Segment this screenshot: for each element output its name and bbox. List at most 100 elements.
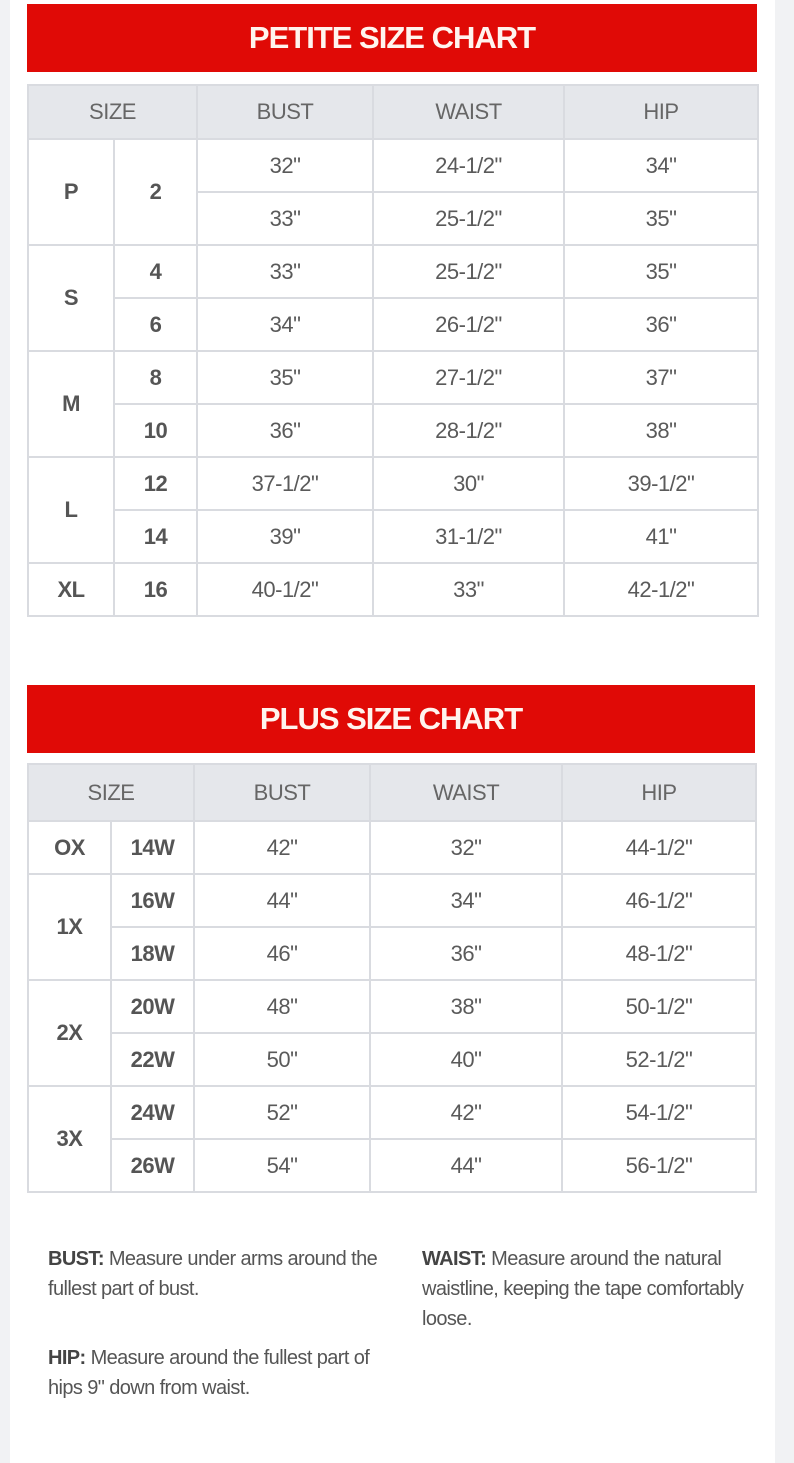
waist-value: 44" [369,1138,563,1193]
bust-value: 40-1/2" [196,562,374,617]
hip-value: 50-1/2" [561,979,757,1034]
note-waist: WAIST: Measure around the natural waistl… [422,1244,752,1334]
bust-value: 46" [193,926,371,981]
bust-value: 37-1/2" [196,456,374,511]
hip-value: 42-1/2" [563,562,759,617]
waist-value: 40" [369,1032,563,1087]
hip-value: 35" [563,191,759,246]
waist-value: 27-1/2" [372,350,565,405]
table-row: 10 36" 28-1/2" 38" [28,403,759,458]
size-number: 12 [113,456,198,511]
header-row: SIZE BUST WAIST HIP [27,763,757,822]
header-waist: WAIST [372,84,565,140]
waist-value: 25-1/2" [372,244,565,299]
size-number: 24W [110,1085,195,1140]
header-bust: BUST [196,84,374,140]
hip-value: 38" [563,403,759,458]
waist-value: 26-1/2" [372,297,565,352]
table-row: 3X 24W 52" 42" 54-1/2" [27,1085,757,1193]
size-group: 3X [27,1085,112,1193]
table-row: 22W 50" 40" 52-1/2" [28,1032,757,1087]
table-row: 6 34" 26-1/2" 36" [28,297,759,352]
hip-value: 36" [563,297,759,352]
plus-size-table: SIZE BUST WAIST HIP OX 14W 42" 32" 44-1/2" 1X 16W 4… [27,763,757,1193]
table-row: 26W 54" 44" 56-1/2" [28,1138,757,1193]
table-row: XL 16 40-1/2" 33" 42-1/2" [27,562,759,617]
header-row: SIZE BUST WAIST HIP [27,84,759,140]
waist-value: 36" [369,926,563,981]
table-row: M 8 35" 27-1/2" 37" [27,350,759,458]
hip-value: 35" [563,244,759,299]
hip-value: 41" [563,509,759,564]
table-row: S 4 33" 25-1/2" 35" [27,244,759,352]
bust-value: 54" [193,1138,371,1193]
bust-value: 42" [193,820,371,875]
waist-value: 33" [372,562,565,617]
note-bust-text: Measure under arms around the fullest pa… [48,1248,378,1300]
header-hip: HIP [563,84,759,140]
size-number: 16W [110,873,195,928]
hip-value: 52-1/2" [561,1032,757,1087]
table-row: 2X 20W 48" 38" 50-1/2" [27,979,757,1087]
size-number: 8 [113,350,198,405]
plus-title: PLUS SIZE CHART [27,685,755,753]
petite-size-table: SIZE BUST WAIST HIP P 2 32" 24-1/2" 34" 33" 25-1/2… [27,84,759,617]
bust-value: 32" [196,138,374,193]
size-number: 16 [113,562,198,617]
size-number: 14 [113,509,198,564]
bust-value: 34" [196,297,374,352]
waist-value: 25-1/2" [372,191,565,246]
table-row: P 2 32" 24-1/2" 34" [27,138,759,246]
table-row: OX 14W 42" 32" 44-1/2" [27,820,757,875]
size-number: 4 [113,244,198,299]
waist-value: 30" [372,456,565,511]
bust-value: 33" [196,191,374,246]
petite-title: PETITE SIZE CHART [27,4,757,72]
size-number: 14W [110,820,195,875]
hip-value: 46-1/2" [561,873,757,928]
size-group: S [27,244,115,352]
waist-value: 34" [369,873,563,928]
header-bust: BUST [193,763,371,822]
note-hip-text: Measure around the fullest part of hips … [48,1347,370,1399]
table-row: 33" 25-1/2" 35" [28,191,759,246]
hip-value: 34" [563,138,759,193]
size-number: 22W [110,1032,195,1087]
size-group: OX [27,820,112,875]
size-group: L [27,456,115,564]
waist-value: 42" [369,1085,563,1140]
table-row: 14 39" 31-1/2" 41" [28,509,759,564]
size-number: 20W [110,979,195,1034]
table-row: 18W 46" 36" 48-1/2" [28,926,757,981]
size-group: 1X [27,873,112,981]
hip-value: 39-1/2" [563,456,759,511]
bust-value: 48" [193,979,371,1034]
waist-value: 24-1/2" [372,138,565,193]
header-size: SIZE [27,84,198,140]
note-bust-label: BUST: [48,1248,104,1270]
bust-value: 36" [196,403,374,458]
hip-value: 44-1/2" [561,820,757,875]
waist-value: 31-1/2" [372,509,565,564]
note-bust: BUST: Measure under arms around the full… [48,1244,388,1304]
waist-value: 32" [369,820,563,875]
hip-value: 54-1/2" [561,1085,757,1140]
hip-value: 56-1/2" [561,1138,757,1193]
table-row: 1X 16W 44" 34" 46-1/2" [27,873,757,981]
size-number: 2 [113,138,198,246]
note-waist-label: WAIST: [422,1248,487,1270]
bust-value: 44" [193,873,371,928]
bust-value: 39" [196,509,374,564]
note-waist-text: Measure around the natural waistline, ke… [422,1248,744,1330]
header-hip: HIP [561,763,757,822]
hip-value: 37" [563,350,759,405]
size-group: M [27,350,115,458]
bust-value: 50" [193,1032,371,1087]
header-waist: WAIST [369,763,563,822]
size-group: P [27,138,115,246]
bust-value: 33" [196,244,374,299]
waist-value: 28-1/2" [372,403,565,458]
size-number: 18W [110,926,195,981]
size-number: 6 [113,297,198,352]
hip-value: 48-1/2" [561,926,757,981]
